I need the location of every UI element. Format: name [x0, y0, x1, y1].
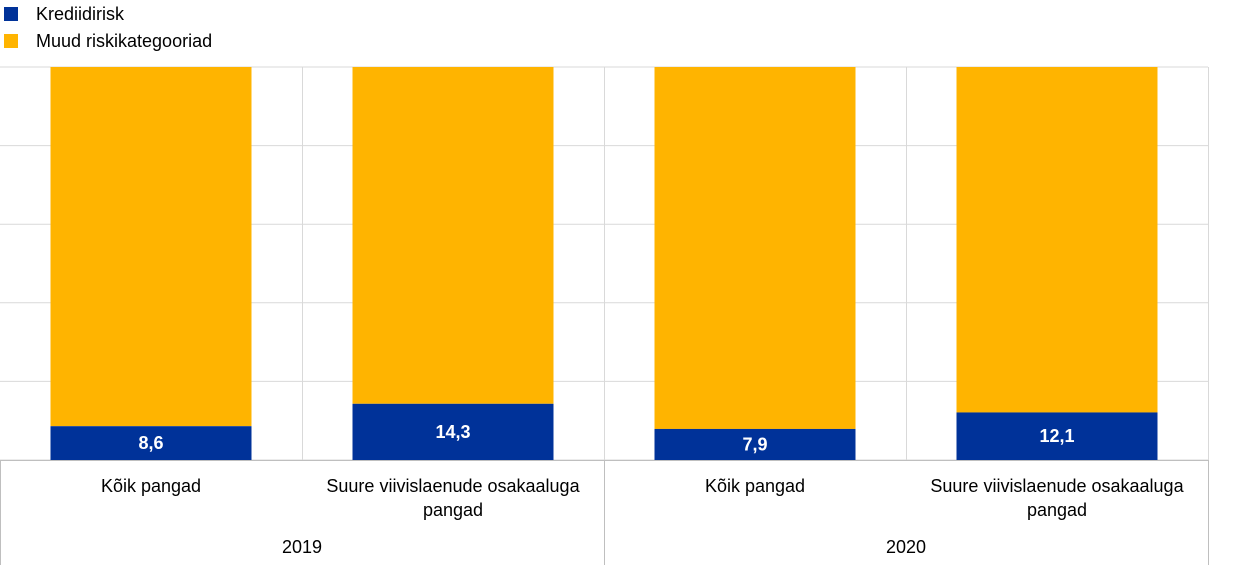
- bar-other-risk-3: [956, 67, 1158, 413]
- bar-other-risk-0: [50, 67, 252, 427]
- category-label-1: Suure viivislaenude osakaaluga pangad: [326, 476, 580, 520]
- legend-swatch-credit-risk: [4, 7, 18, 21]
- category-label-0: Kõik pangad: [101, 476, 201, 496]
- bar-other-risk-2: [654, 67, 856, 429]
- bar-credit-risk-0: [50, 426, 252, 460]
- bar-credit-risk-2: [654, 428, 856, 460]
- legend-label-credit-risk: Krediidirisk: [36, 3, 125, 24]
- data-label-credit-risk-3: 12,1: [1039, 426, 1074, 446]
- group-label-0: 2019: [282, 537, 322, 557]
- category-label-2: Kõik pangad: [705, 476, 805, 496]
- group-label-1: 2020: [886, 537, 926, 557]
- bar-credit-risk-1: [352, 403, 554, 460]
- legend-item-credit-risk: Krediidirisk: [0, 3, 124, 25]
- legend-label-other-risk: Muud riskikategooriad: [36, 30, 213, 51]
- bar-credit-risk-3: [956, 412, 1158, 460]
- data-label-credit-risk-2: 7,9: [742, 434, 767, 454]
- category-label-3: Suure viivislaenude osakaaluga pangad: [930, 476, 1184, 520]
- data-label-credit-risk-0: 8,6: [138, 433, 163, 453]
- bar-other-risk-1: [352, 67, 554, 404]
- legend-item-other-risk: Muud riskikategooriad: [0, 30, 212, 52]
- data-label-credit-risk-1: 14,3: [435, 422, 470, 442]
- legend-swatch-other-risk: [4, 34, 18, 48]
